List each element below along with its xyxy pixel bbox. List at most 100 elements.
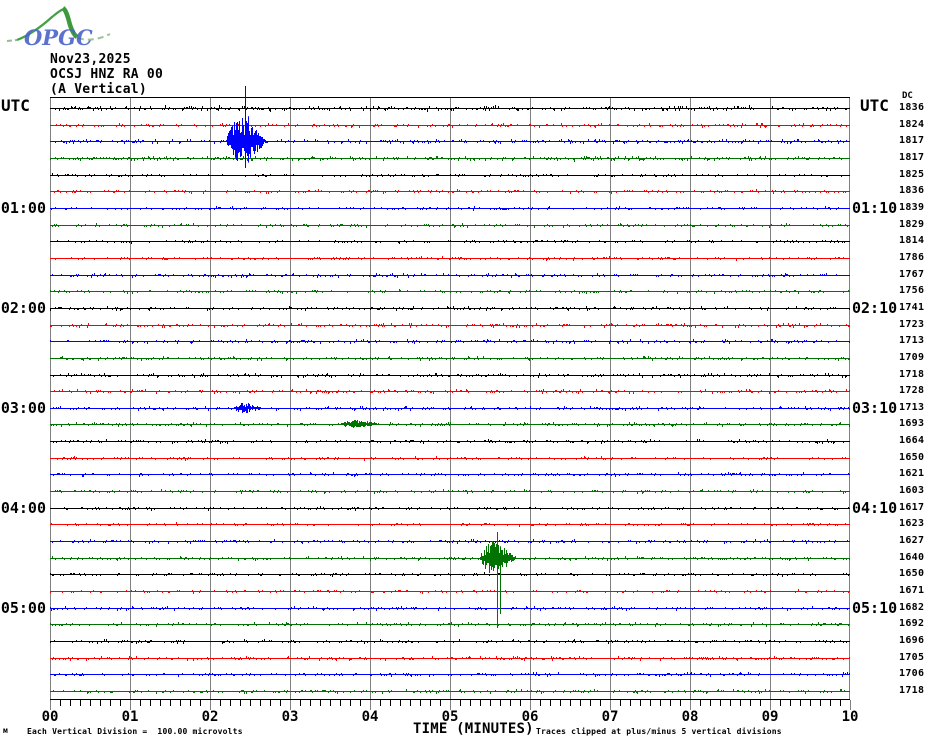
minor-tick — [670, 700, 671, 706]
right-hour-label: 04:10 — [852, 499, 898, 517]
minor-tick — [490, 700, 491, 706]
minor-tick — [310, 700, 311, 706]
major-tick — [450, 700, 451, 710]
minor-tick — [390, 700, 391, 706]
dc-value: 1650 — [899, 568, 925, 579]
minor-tick — [620, 700, 621, 706]
dc-value: 1728 — [899, 385, 925, 396]
minor-tick — [150, 700, 151, 706]
dc-value: 1664 — [899, 435, 925, 446]
dc-value: 1640 — [899, 552, 925, 563]
x-tick-label: 07 — [601, 709, 619, 725]
utc-left-header: UTC — [1, 96, 30, 115]
minor-tick — [480, 700, 481, 706]
dc-value: 1723 — [899, 319, 925, 330]
right-hour-label: 05:10 — [852, 599, 898, 617]
x-tick-label: 05 — [441, 709, 459, 725]
minor-tick — [740, 700, 741, 706]
minor-tick — [730, 700, 731, 706]
minor-tick — [700, 700, 701, 706]
minor-tick — [640, 700, 641, 706]
minor-tick — [270, 700, 271, 706]
logo-dash-right — [77, 33, 111, 41]
minor-tick — [70, 700, 71, 706]
minor-tick — [720, 700, 721, 706]
minor-tick — [820, 700, 821, 706]
minor-tick — [540, 700, 541, 706]
opgc-logo: OPGC — [6, 6, 111, 50]
minor-tick — [470, 700, 471, 706]
minor-tick — [830, 700, 831, 706]
minor-tick — [560, 700, 561, 706]
x-tick-label: 06 — [521, 709, 539, 725]
x-tick-label: 00 — [41, 709, 59, 725]
minor-tick — [550, 700, 551, 706]
minor-tick — [260, 700, 261, 706]
major-tick — [50, 700, 51, 710]
major-tick — [610, 700, 611, 710]
left-hour-label: 03:00 — [0, 399, 46, 417]
dc-value: 1709 — [899, 352, 925, 363]
minor-tick — [110, 700, 111, 706]
logo-text: OPGC — [24, 25, 93, 50]
minor-tick — [120, 700, 121, 706]
minor-tick — [590, 700, 591, 706]
dc-value: 1713 — [899, 402, 925, 413]
minor-tick — [60, 700, 61, 706]
minor-tick — [230, 700, 231, 706]
scale-note: Each Vertical Division = 100.00 microvol… — [27, 727, 243, 736]
x-tick-label: 03 — [281, 709, 299, 725]
major-tick — [850, 700, 851, 710]
minor-tick — [600, 700, 601, 706]
logo-dash-left — [6, 39, 18, 42]
minor-tick — [840, 700, 841, 706]
minor-tick — [500, 700, 501, 706]
x-tick-label: 10 — [841, 709, 859, 725]
dc-value: 1756 — [899, 285, 925, 296]
x-axis-title: TIME (MINUTES) — [413, 721, 534, 737]
minor-tick — [780, 700, 781, 706]
minor-tick — [750, 700, 751, 706]
minor-tick — [650, 700, 651, 706]
minor-tick — [280, 700, 281, 706]
dc-value: 1623 — [899, 518, 925, 529]
corner-glyph: м — [3, 726, 8, 735]
seismic-traces-canvas — [50, 85, 850, 705]
right-hour-label: 03:10 — [852, 399, 898, 417]
dc-value: 1671 — [899, 585, 925, 596]
logo-mountain-slope — [16, 7, 65, 42]
minor-tick — [300, 700, 301, 706]
minor-tick — [570, 700, 571, 706]
dc-value: 1713 — [899, 335, 925, 346]
minor-tick — [440, 700, 441, 706]
dc-value: 1814 — [899, 235, 925, 246]
x-tick-label: 02 — [201, 709, 219, 725]
left-hour-label: 02:00 — [0, 299, 46, 317]
utc-right-header: UTC — [860, 96, 889, 115]
minor-tick — [190, 700, 191, 706]
minor-tick — [800, 700, 801, 706]
minor-tick — [140, 700, 141, 706]
left-hour-label: 05:00 — [0, 599, 46, 617]
minor-tick — [680, 700, 681, 706]
dc-value: 1696 — [899, 635, 925, 646]
minor-tick — [80, 700, 81, 706]
dc-value: 1692 — [899, 618, 925, 629]
dc-value: 1767 — [899, 269, 925, 280]
minor-tick — [100, 700, 101, 706]
minor-tick — [250, 700, 251, 706]
minor-tick — [220, 700, 221, 706]
minor-tick — [460, 700, 461, 706]
minor-tick — [200, 700, 201, 706]
minor-tick — [350, 700, 351, 706]
major-tick — [210, 700, 211, 710]
dc-value: 1786 — [899, 252, 925, 263]
dc-value: 1706 — [899, 668, 925, 679]
dc-value: 1718 — [899, 685, 925, 696]
minor-tick — [180, 700, 181, 706]
minor-tick — [320, 700, 321, 706]
dc-value: 1836 — [899, 102, 925, 113]
x-tick-label: 09 — [761, 709, 779, 725]
dc-value: 1718 — [899, 369, 925, 380]
dc-value: 1741 — [899, 302, 925, 313]
